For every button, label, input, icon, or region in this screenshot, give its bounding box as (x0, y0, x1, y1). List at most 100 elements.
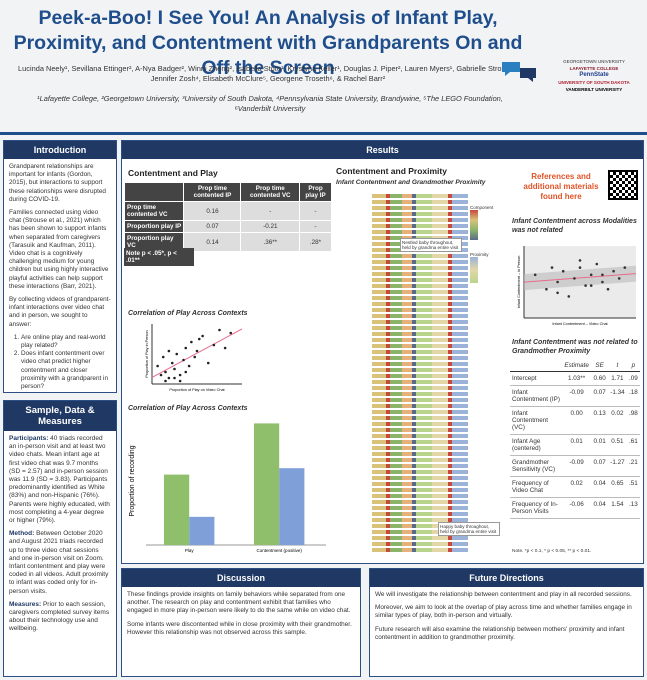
qr-code[interactable] (608, 170, 638, 200)
point (156, 364, 159, 368)
table-cell: 1.03** (562, 371, 592, 386)
table-cell: - (299, 220, 332, 233)
table-cell: .28* (299, 232, 332, 252)
intro-text: Grandparent relationships are important … (4, 159, 116, 395)
point (187, 364, 191, 368)
logo: GEORGETOWN UNIVERSITY (563, 59, 625, 64)
point (178, 373, 182, 377)
point (193, 355, 197, 359)
x-tick-label: Contentment (positive) (257, 548, 303, 553)
table-cell: .21 (626, 455, 640, 477)
point (190, 340, 193, 344)
point (601, 273, 604, 277)
paragraph: Method: Between October 2020 and August … (9, 530, 111, 596)
point (617, 277, 621, 280)
legend-swatches (470, 210, 478, 240)
point (573, 277, 576, 280)
table-cell: -1.27 (607, 455, 627, 477)
authors: Lucinda Neely¹, Sevillana Ettinger², A-N… (18, 64, 518, 83)
table-cell: 0.04 (591, 497, 608, 519)
header-cell: Prop play IP (299, 182, 332, 202)
header-row: Prop time contented IP Prop time contente… (123, 182, 332, 202)
paragraph: We will investigate the relationship bet… (375, 591, 632, 598)
logo: LAFAYETTE COLLEGE (569, 66, 619, 71)
bar (254, 423, 280, 545)
table-cell: Proportion play VC (123, 232, 185, 252)
paragraph: Grandparent relationships are important … (9, 163, 106, 203)
section-heading: Sample, Data & Measures (4, 401, 116, 431)
section-heading: Results (122, 141, 643, 159)
table-cell: 0.65 (607, 476, 627, 498)
scatter-chart: Proportion of Play on Video Chat Proporti… (145, 324, 243, 392)
table-cell: .51 (626, 476, 640, 498)
discussion-text: These findings provide insights on famil… (122, 587, 360, 646)
chart-title: Correlation of Play Across Contexts (128, 405, 248, 412)
header-row: Estimate SE t p (510, 360, 640, 372)
section-heading: Discussion (122, 569, 360, 587)
table-cell: - (240, 201, 301, 221)
point (159, 373, 163, 377)
point (623, 266, 627, 269)
point (182, 358, 185, 362)
table-cell: 0.01 (562, 434, 592, 456)
table-row: Intercept 1.03** 0.60 1.71.09 (510, 371, 640, 386)
legend-title: Proximity (470, 252, 489, 257)
table-cell: 1.54 (607, 497, 627, 519)
point (170, 361, 174, 365)
table-cell: Frequency of In-Person Visits (510, 497, 562, 519)
point (212, 343, 216, 347)
logo: UNIVERSITY OF SOUTH DAKOTA (558, 80, 630, 85)
annotation: Nestled baby throughout, held by grandma… (400, 238, 462, 252)
text: 40 triads recorded an in-person visit an… (9, 435, 110, 525)
table-cell: 0.13 (591, 406, 608, 435)
table-cell: 0.16 (183, 201, 242, 221)
point (578, 259, 582, 262)
table-cell: 0.60 (591, 371, 608, 386)
table-row: Prop time contented VC 0.16- - (123, 201, 332, 221)
question: Are online play and real-world play rela… (21, 334, 111, 350)
paragraph: Measures: Prior to each session, caregiv… (9, 601, 111, 634)
lead: Participants: (9, 435, 49, 442)
table-cell: .13 (626, 497, 640, 519)
table-cell: 0.01 (591, 434, 608, 456)
table-cell: -0.06 (562, 497, 592, 519)
point (550, 266, 554, 269)
header-cell: SE (591, 360, 608, 372)
table-cell: -0.09 (562, 455, 592, 477)
paragraph: Moreover, we aim to look at the overlap … (375, 604, 632, 620)
table-row: Frequency of In-Person Visits -0.06 0.04 1.… (510, 497, 640, 519)
table-cell: Intercept (510, 371, 562, 386)
point (164, 370, 167, 374)
point (167, 349, 171, 353)
header-cell: Prop time contented IP (183, 182, 242, 202)
table-cell: 0.00 (562, 406, 592, 435)
table-cell: -0.09 (562, 385, 592, 407)
point (175, 352, 179, 356)
table-cell: -1.34 (607, 385, 627, 407)
table-cell: Prop time contented VC (123, 201, 185, 221)
point (533, 273, 537, 277)
point (201, 334, 204, 338)
point (197, 337, 201, 341)
point (184, 346, 188, 350)
references-link[interactable]: References and additional materials foun… (523, 172, 599, 201)
question: Does infant contentment over video chat … (21, 350, 111, 391)
table-cell: .18 (626, 385, 640, 407)
table-row: Frequency of Video Chat 0.02 0.04 0.65.51 (510, 476, 640, 498)
table-cell: 0.07 (591, 385, 608, 407)
logo: PennState (579, 72, 609, 78)
paragraph: By collecting videos of grandparent-infa… (9, 296, 111, 328)
table-cell: 0.07 (591, 455, 608, 477)
header-cell: Prop time contented VC (240, 182, 301, 202)
table-row: Infant Age (centered) 0.01 0.01 0.51.61 (510, 434, 640, 456)
bar-chart: Play Contentment (positive) Proportion of … (129, 423, 326, 553)
x-axis-label: Infant Contentment – Video Chat (552, 322, 608, 326)
proximity-image (372, 192, 468, 552)
x-axis-label: Proportion of Play on Video Chat (169, 388, 225, 392)
point (561, 269, 565, 273)
point (195, 349, 199, 353)
bar (164, 474, 190, 545)
chart-title: Correlation of Play Across Contexts (128, 310, 248, 317)
legend-swatches (470, 257, 478, 283)
scatter-chart: Infant Contentment – Video Chat Infant Co… (517, 246, 637, 326)
